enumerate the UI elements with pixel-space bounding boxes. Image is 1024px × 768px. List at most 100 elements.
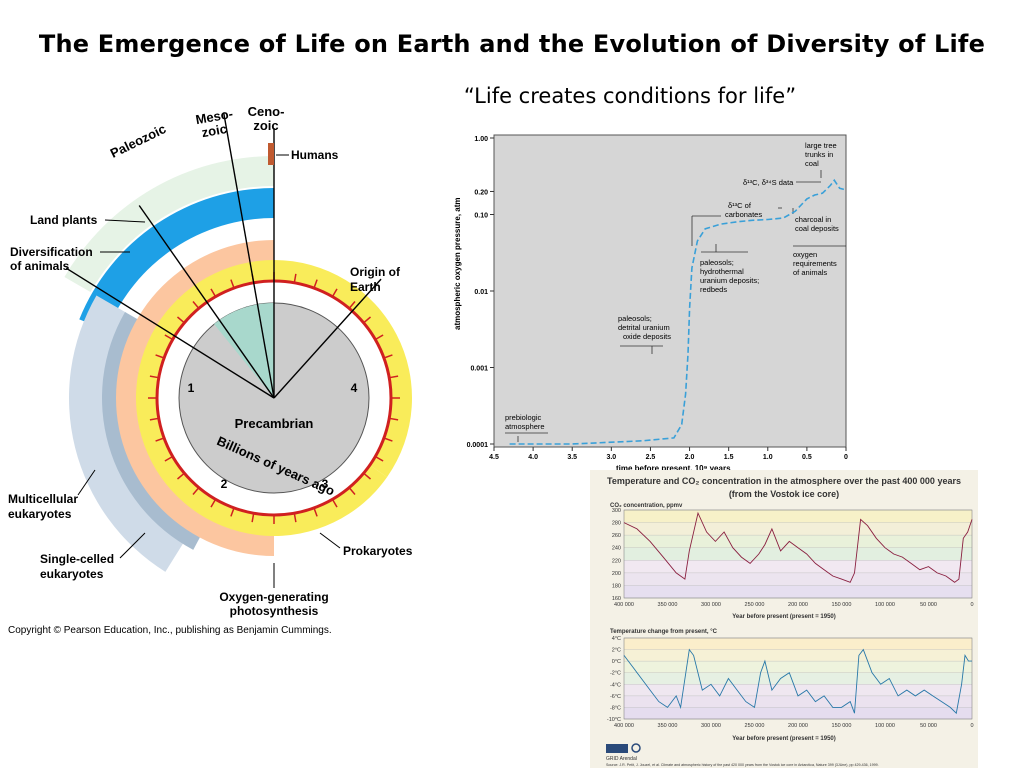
oxygen-axis-ticks: 4.5 4.0 3.5 3.0 2.5 2.0 1.5 1.0 0.5 0 1.00 0.20 0.10…	[467, 136, 848, 461]
humans-bar	[268, 143, 274, 165]
oxygen-ytick-label: 1.00	[474, 136, 488, 143]
label-oxygen-2: photosynthesis	[230, 604, 319, 618]
clock-tick	[348, 300, 356, 309]
tick-label-1: 1	[188, 381, 195, 395]
oxygen-series-line	[509, 178, 847, 445]
clock-tick	[313, 279, 318, 289]
ytick-label: -10°C	[607, 717, 621, 723]
label-land-plants: Land plants	[30, 213, 98, 227]
clock-tick	[251, 513, 255, 523]
plot-band	[624, 585, 972, 598]
temp-ylabel: Temperature change from present, °C	[610, 629, 718, 635]
clock-tick	[389, 417, 399, 421]
label-origin-1: Origin of	[350, 265, 401, 279]
ytick-label: 240	[612, 546, 621, 552]
vostok-subtitle: (from the Vostok ice core)	[729, 489, 839, 499]
slide-subtitle: “Life creates conditions for life”	[463, 84, 797, 108]
annot-oxygen-req-1: oxygen	[793, 250, 817, 259]
xtick-label: 200 000	[788, 723, 808, 729]
oxygen-ytick-label: 0.0001	[467, 442, 489, 449]
era-label-cenozoic-2: zoic	[253, 118, 278, 133]
label-origin-2: Earth	[350, 280, 381, 294]
temp-series-line	[623, 648, 972, 715]
oxygen-ytick-label: 0.01	[474, 289, 488, 296]
clock-tick	[155, 437, 165, 442]
annot-oxygen-req-2: requirements	[793, 259, 837, 268]
vostok-chart: Temperature and CO₂ concentration in the…	[590, 470, 978, 768]
era-line-5	[273, 278, 382, 399]
co2-xlabel: Year before present (present = 1950)	[732, 614, 836, 620]
ytick-label: -8°C	[610, 705, 621, 711]
co2-bands	[624, 510, 972, 598]
annot-large-tree: large tree	[805, 141, 837, 150]
clock-tick	[230, 279, 235, 289]
clock-tick	[192, 300, 200, 309]
plot-band	[624, 649, 972, 662]
annot-paleosols-4: redbeds	[700, 285, 727, 294]
clock-tick	[331, 498, 338, 508]
annot-trunks-in: trunks in	[805, 150, 833, 159]
ytick-label: -4°C	[610, 682, 621, 688]
label-diversification-1: Diversification	[10, 245, 93, 259]
xtick-label: 150 000	[832, 723, 852, 729]
clock-tick	[363, 316, 372, 324]
clock-tick	[293, 513, 297, 523]
clock-tick	[164, 455, 174, 462]
ytick-label: 180	[612, 583, 621, 589]
clock-tick	[389, 375, 399, 379]
xtick-label: 300 000	[701, 723, 721, 729]
ytick-label: 260	[612, 533, 621, 539]
ytick-label: 300	[612, 508, 621, 514]
oxygen-annotations: large tree trunks in coal δ¹³C, δ³⁴S dat…	[505, 141, 846, 442]
ytick-label: -2°C	[610, 671, 621, 677]
clock-tick	[176, 472, 185, 480]
oxygen-xtick-label: 0	[844, 454, 848, 461]
clock-tick	[176, 316, 185, 324]
oxygen-xtick-label: 1.5	[724, 454, 734, 461]
clock-tick	[348, 487, 356, 496]
plot-band	[624, 522, 972, 536]
clock-tick	[210, 288, 217, 298]
temp-xlabel: Year before present (present = 1950)	[732, 736, 836, 742]
plot-band	[624, 661, 972, 673]
temp-bands	[624, 638, 972, 719]
oxygen-plot-background	[493, 134, 847, 448]
plot-band	[624, 695, 972, 708]
label-multicellular-2: eukaryotes	[8, 507, 72, 521]
xtick-label: 0	[970, 602, 973, 608]
band-multicellular	[68, 295, 184, 572]
oxygen-xtick-label: 2.5	[646, 454, 656, 461]
clock-tick	[374, 334, 384, 341]
clock-tick	[149, 375, 159, 379]
era-label-mesozoic-2: zoic	[200, 121, 228, 140]
clock-tick	[313, 507, 318, 517]
xtick-label: 250 000	[745, 602, 765, 608]
geologic-clock-diagram: Paleozoic Meso- zoic Ceno- zoic Precambr…	[8, 104, 413, 618]
era-label-cenozoic-1: Ceno-	[248, 104, 285, 119]
plot-band	[624, 672, 972, 685]
annot-detrital-3: oxide deposits	[623, 332, 671, 341]
clock-tick	[363, 472, 372, 480]
annot-detrital-2: detrital uranium	[618, 323, 670, 332]
plot-band	[624, 547, 972, 561]
era-line-1	[65, 267, 275, 399]
xtick-label: 300 000	[701, 602, 721, 608]
tick-label-2: 2	[221, 477, 228, 491]
ytick-label: 2°C	[612, 648, 621, 654]
plot-band	[624, 560, 972, 573]
copyright-note: Copyright © Pearson Education, Inc., pub…	[8, 625, 332, 636]
xtick-label: 350 000	[658, 723, 678, 729]
plot-band	[624, 535, 972, 548]
xtick-label: 350 000	[658, 602, 678, 608]
oxygen-ytick-label: 0.001	[470, 366, 488, 373]
ytick-label: 280	[612, 521, 621, 527]
xtick-label: 50 000	[920, 723, 937, 729]
oxygen-ylabel: atmospheric oxygen pressure, atm	[453, 198, 462, 331]
xtick-label: 100 000	[875, 602, 895, 608]
era-lines	[65, 112, 382, 399]
ytick-label: 160	[612, 596, 621, 602]
era-line-2	[138, 205, 275, 399]
annot-coal: coal	[805, 159, 819, 168]
annot-carbonates-1: δ¹³C of	[728, 201, 752, 210]
